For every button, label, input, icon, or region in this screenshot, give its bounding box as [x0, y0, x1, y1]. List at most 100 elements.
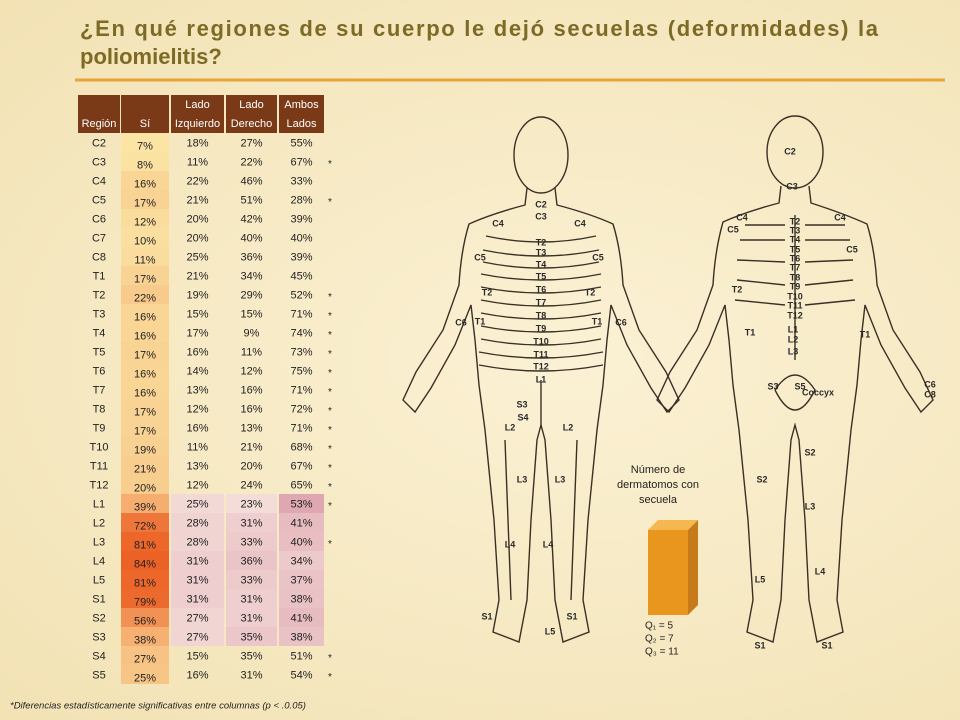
heat-cell [121, 171, 169, 190]
table-cell: 25% [186, 251, 208, 263]
table-cell: 12% [186, 403, 208, 415]
dermatome-label: C4 [834, 212, 846, 222]
table-cell: 40% [240, 232, 262, 244]
significance-mark: * [328, 444, 332, 455]
table-cell: 31% [240, 612, 262, 624]
dermatome-label: T1 [745, 327, 756, 337]
table-cell: 11% [134, 254, 155, 266]
dermatome-label: S4 [517, 412, 528, 422]
title: poliomielitis? [80, 44, 222, 69]
table-cell: 35% [240, 631, 262, 643]
table-cell: T10 [90, 441, 109, 453]
table-cell: 52% [290, 289, 312, 301]
header-cell [121, 95, 169, 133]
heat-cell [226, 551, 277, 570]
dermatome-label: T1 [592, 316, 603, 326]
dermatome-label: C5 [474, 252, 486, 262]
table-cell: 71% [290, 308, 312, 320]
significance-mark: * [328, 539, 332, 550]
header-cell [226, 95, 277, 133]
significance-mark: * [328, 197, 332, 208]
dermatome-label: T10 [787, 291, 803, 301]
table-cell: C4 [92, 175, 106, 187]
table-cell: 31% [240, 517, 262, 529]
table-cell: 39% [290, 213, 312, 225]
table-cell: 11% [187, 156, 208, 168]
table-cell: C8 [92, 251, 106, 263]
table-cell: L2 [93, 517, 105, 529]
table-cell: 8% [137, 159, 153, 171]
table-cell: 65% [290, 479, 312, 491]
table-cell: S5 [92, 669, 105, 681]
header-cell [171, 95, 224, 133]
table-cell: 53% [290, 498, 312, 510]
table-cell: 46% [240, 175, 262, 187]
dermatome-label: T2 [732, 284, 743, 294]
table-cell: 36% [240, 251, 262, 263]
table-cell: 15% [186, 650, 208, 662]
dermatome-label: T9 [790, 281, 801, 291]
dermatome-label: L4 [505, 539, 516, 549]
table-cell: 24% [240, 479, 262, 491]
table-cell: 12% [134, 216, 156, 228]
table-cell: 27% [186, 612, 208, 624]
table-cell: S3 [92, 631, 105, 643]
header-cell [279, 95, 324, 133]
table-cell: 28% [290, 194, 312, 206]
table-cell: 39% [134, 501, 156, 513]
table-cell: 16% [134, 330, 156, 342]
table-cell: T4 [93, 327, 106, 339]
dermatome-label: L5 [755, 574, 766, 584]
heat-cell [226, 589, 277, 608]
dermatome-label: S2 [756, 474, 767, 484]
table-cell: C3 [92, 156, 106, 168]
heat-cell [121, 323, 169, 342]
heat-cell [279, 570, 324, 589]
table-cell: 29% [240, 289, 262, 301]
significance-mark: * [328, 368, 332, 379]
heat-cell [121, 380, 169, 399]
dermatome-label: L1 [536, 374, 547, 384]
header-label: Ambos Lados [284, 99, 319, 130]
dermatome-label: T5 [536, 271, 547, 281]
heat-cell [121, 456, 169, 475]
title: ¿En qué regiones de su cuerpo le dejó se… [80, 16, 879, 41]
table-cell: T3 [93, 308, 106, 320]
heat-cell [121, 228, 169, 247]
significance-mark: * [328, 501, 332, 512]
heat-cell [279, 494, 324, 513]
table-cell: 17% [186, 327, 208, 339]
dermatome-label: T2 [536, 237, 547, 247]
table-cell: 19% [134, 444, 156, 456]
dermatome-label: T2 [790, 216, 801, 226]
heat-cell [226, 570, 277, 589]
table-cell: 21% [186, 194, 208, 206]
header-label: Lado Izquierdo [175, 99, 220, 130]
dermatome-label: T3 [790, 225, 801, 235]
table-cell: S2 [92, 612, 105, 624]
back-figure [656, 115, 934, 643]
table-cell: 13% [186, 460, 208, 472]
dermatome-label: L4 [815, 566, 826, 576]
body-figures [402, 115, 934, 643]
heat-cell [279, 627, 324, 646]
table-cell: 42% [240, 213, 262, 225]
table-cell: T7 [93, 384, 106, 396]
dermatome-label: C5 [592, 252, 604, 262]
table-cell: 28% [186, 517, 208, 529]
heat-cell [121, 266, 169, 285]
table-cell: 40% [290, 232, 312, 244]
table-cell: 11% [241, 346, 262, 358]
dermatome-label: C4 [736, 212, 748, 222]
heat-cell [121, 247, 169, 266]
heat-cell [279, 532, 324, 551]
table-cell: 27% [134, 653, 156, 665]
dermatome-label: L3 [555, 474, 566, 484]
table-cell: 20% [134, 482, 156, 494]
dermatome-label: Coccyx [802, 387, 834, 397]
table-cell: 67% [290, 156, 312, 168]
table-cell: 31% [186, 555, 208, 567]
heat-cell [279, 608, 324, 627]
table-cell: 16% [240, 403, 262, 415]
